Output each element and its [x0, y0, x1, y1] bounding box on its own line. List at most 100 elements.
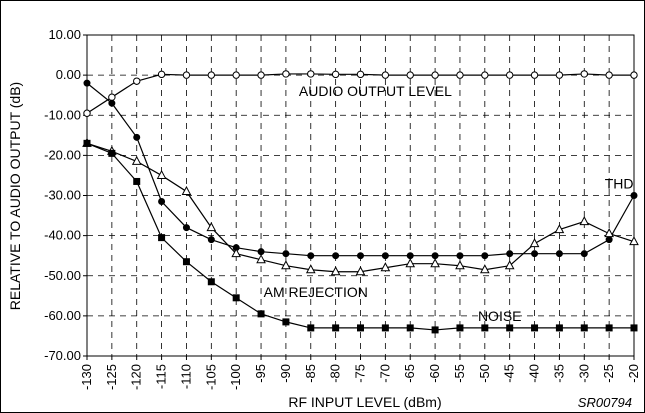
data-point-thd	[282, 250, 290, 258]
y-tick-label: 10.00	[48, 27, 81, 42]
x-tick-label: -55	[452, 364, 467, 383]
x-tick-label: -105	[203, 364, 218, 390]
data-point-am-rejection	[479, 264, 490, 274]
x-tick-label: -50	[477, 364, 492, 383]
data-point-noise	[133, 177, 141, 185]
data-point-am-rejection	[355, 266, 366, 276]
data-point-am-rejection	[554, 224, 565, 234]
data-point-noise	[108, 149, 116, 157]
data-point-thd	[207, 236, 215, 244]
data-point-audio-output-level	[406, 71, 414, 79]
data-point-thd	[605, 236, 613, 244]
x-tick-label: -110	[178, 364, 193, 389]
data-point-thd	[307, 252, 315, 260]
data-point-am-rejection	[430, 258, 440, 268]
data-point-noise	[456, 324, 464, 332]
data-point-audio-output-level	[157, 70, 166, 79]
x-tick-label: -80	[328, 364, 343, 383]
data-point-audio-output-level	[307, 70, 315, 78]
data-point-am-rejection	[380, 262, 391, 272]
data-point-audio-output-level	[555, 71, 564, 79]
x-tick-label: -25	[601, 364, 616, 383]
data-point-thd	[133, 133, 141, 141]
data-point-audio-output-level	[257, 71, 265, 79]
data-point-thd	[506, 250, 514, 258]
data-point-noise	[307, 324, 315, 332]
data-point-thd	[108, 99, 116, 107]
data-point-noise	[381, 324, 389, 332]
data-point-am-rejection	[504, 260, 515, 270]
data-point-thd	[555, 250, 563, 258]
data-point-noise	[506, 324, 514, 332]
data-point-am-rejection	[455, 260, 465, 270]
data-point-audio-output-level	[331, 70, 340, 79]
x-tick-label: -45	[502, 364, 517, 383]
x-tick-label: -30	[576, 364, 591, 383]
x-axis-title: RF INPUT LEVEL (dBm)	[288, 394, 441, 410]
x-tick-label: -90	[278, 364, 293, 383]
data-point-audio-output-level	[83, 109, 91, 117]
annotation-audio-output-level: AUDIO OUTPUT LEVEL	[299, 83, 452, 99]
data-point-audio-output-level	[381, 71, 390, 79]
x-tick-label: -65	[402, 364, 417, 383]
data-point-thd	[406, 252, 414, 260]
figure-code: SR00794	[578, 395, 632, 410]
data-point-noise	[580, 324, 588, 332]
x-tick-label: -120	[129, 364, 144, 390]
annotation-am-rejection: AM REJECTION	[264, 284, 368, 300]
x-tick-label: -35	[551, 364, 566, 383]
data-point-am-rejection	[305, 264, 316, 274]
data-point-audio-output-level	[133, 77, 141, 85]
data-point-am-rejection	[529, 238, 540, 248]
y-tick-label: -10.00	[44, 107, 81, 122]
data-point-noise	[207, 278, 215, 286]
annotation-thd: THD	[605, 175, 634, 191]
data-point-noise	[630, 324, 638, 332]
data-point-audio-output-level	[605, 71, 613, 79]
data-point-noise	[531, 324, 539, 332]
data-point-thd	[580, 250, 588, 258]
data-point-thd	[182, 224, 190, 232]
data-point-am-rejection	[206, 222, 217, 232]
data-point-am-rejection	[579, 216, 590, 226]
data-point-am-rejection	[256, 254, 266, 264]
data-point-thd	[456, 252, 464, 260]
data-point-noise	[555, 324, 563, 332]
x-tick-label: -130	[79, 364, 94, 390]
annotation-noise: NOISE	[478, 308, 522, 324]
y-tick-label: -70.00	[44, 348, 81, 363]
data-point-noise	[282, 318, 290, 326]
data-point-audio-output-level	[505, 71, 514, 79]
x-tick-label: -20	[626, 364, 641, 383]
data-point-noise	[158, 234, 166, 242]
data-point-thd	[630, 192, 638, 199]
data-point-noise	[83, 139, 91, 147]
data-point-am-rejection	[629, 236, 639, 246]
data-point-noise	[182, 258, 190, 266]
y-tick-label: -30.00	[44, 188, 81, 203]
data-point-thd	[481, 252, 489, 260]
data-point-noise	[257, 310, 265, 318]
data-point-am-rejection	[181, 185, 192, 195]
data-point-am-rejection	[405, 258, 416, 268]
data-point-audio-output-level	[456, 71, 464, 79]
x-tick-label: -100	[228, 364, 243, 390]
y-tick-label: -20.00	[44, 147, 81, 162]
data-point-audio-output-level	[282, 70, 290, 78]
data-point-noise	[357, 324, 364, 332]
x-tick-label: -95	[253, 364, 268, 383]
x-tick-label: -115	[154, 364, 169, 389]
x-tick-label: -75	[353, 364, 368, 383]
data-point-noise	[431, 326, 439, 334]
data-point-noise	[406, 324, 414, 332]
y-tick-label: 0.00	[56, 67, 81, 82]
data-point-noise	[605, 324, 613, 332]
data-point-thd	[431, 252, 439, 260]
data-point-audio-output-level	[356, 70, 365, 79]
data-point-thd	[158, 198, 166, 206]
x-tick-label: -85	[303, 364, 318, 383]
data-point-audio-output-level	[431, 71, 439, 79]
data-point-am-rejection	[281, 260, 291, 270]
data-point-thd	[83, 79, 91, 87]
